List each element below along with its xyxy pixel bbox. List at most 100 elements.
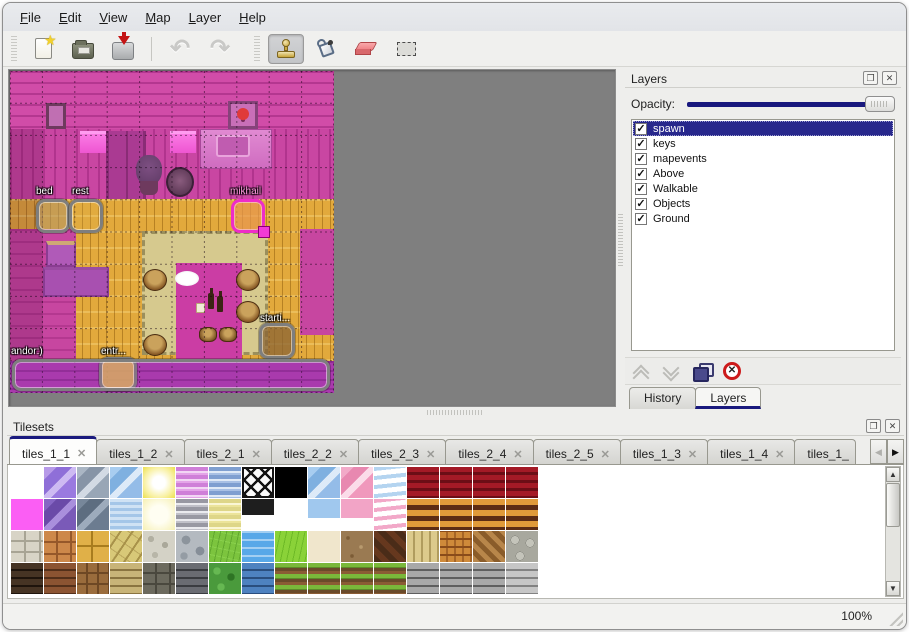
tile-tileBrown[interactable] [77, 563, 109, 594]
tile-glassPink[interactable] [341, 467, 373, 498]
layer-row-spawn[interactable]: ✓ spawn [633, 121, 893, 136]
tileset-tab-tiles_2_1[interactable]: tiles_2_1 ✕ [183, 439, 272, 464]
tile-plaque[interactable] [242, 499, 274, 530]
tile-crops[interactable] [374, 563, 406, 594]
map-canvas[interactable]: bed rest mikhail starti... andor:) entr... [8, 69, 616, 407]
tile-stripeBlue[interactable] [209, 467, 241, 498]
tile-brickGray2[interactable] [473, 563, 505, 594]
scroll-up-icon[interactable]: ▲ [886, 467, 900, 482]
tile-tileGold[interactable] [77, 531, 109, 562]
tile-crops[interactable] [275, 563, 307, 594]
duplicate-layer-icon[interactable] [693, 363, 714, 382]
horizontal-splitter[interactable] [7, 407, 904, 417]
tile-stoneGray[interactable] [11, 531, 43, 562]
tile-black[interactable] [275, 467, 307, 498]
tile-glassBlueSm[interactable] [308, 499, 340, 530]
tile-stoneDark[interactable] [143, 563, 175, 594]
tile-glowPale[interactable] [143, 499, 175, 530]
close-tab-icon[interactable]: ✕ [687, 448, 698, 461]
tile-stripeGray[interactable] [176, 499, 208, 530]
tile-glassPurpleDk[interactable] [44, 499, 76, 530]
tile-rocks[interactable] [176, 531, 208, 562]
bucket-fill-button[interactable] [308, 34, 344, 64]
tab-scroll-left-icon[interactable]: ◀ [870, 439, 887, 464]
menu-item-layer[interactable]: Layer [188, 9, 222, 25]
stamp-tool-button[interactable] [268, 33, 304, 64]
tile-crops[interactable] [341, 563, 373, 594]
float-panel-icon[interactable]: ❐ [863, 71, 878, 85]
layer-row-keys[interactable]: ✓ keys [633, 136, 893, 151]
close-tab-icon[interactable]: ✕ [251, 448, 261, 461]
tileset-tab-tiles_1_[interactable]: tiles_1_ [794, 439, 857, 464]
tile-waterLight[interactable] [110, 499, 142, 530]
object-resize-handle[interactable] [258, 226, 270, 238]
tileset-tab-tiles_2_3[interactable]: tiles_2_3 ✕ [358, 439, 447, 464]
menu-item-edit[interactable]: Edit [58, 9, 82, 25]
tile-glassBlue[interactable] [110, 467, 142, 498]
tab-history[interactable]: History [629, 387, 697, 409]
rect-select-button[interactable] [388, 34, 424, 64]
tile-grassBright[interactable] [275, 531, 307, 562]
tile-brickGray3[interactable] [506, 563, 538, 594]
map-object-bottom-zone[interactable] [12, 359, 330, 391]
new-file-button[interactable]: ★ [25, 32, 61, 64]
tileset-tab-tiles_1_4[interactable]: tiles_1_4 ✕ [707, 439, 796, 464]
save-file-button[interactable] [105, 31, 141, 64]
tile-redwall[interactable] [506, 467, 538, 498]
tile-brickTan[interactable] [110, 563, 142, 594]
tile-woodDark[interactable] [374, 531, 406, 562]
tile-redwall[interactable] [473, 467, 505, 498]
tileset-tab-tiles_2_4[interactable]: tiles_2_4 ✕ [445, 439, 534, 464]
layer-row-Above[interactable]: ✓ Above [633, 166, 893, 181]
vertical-splitter[interactable] [616, 69, 625, 407]
close-tab-icon[interactable]: ✕ [600, 448, 610, 461]
open-file-button[interactable] [65, 34, 101, 64]
menu-item-map[interactable]: Map [145, 9, 171, 25]
tile-waterBlue[interactable] [242, 531, 274, 562]
layer-row-Ground[interactable]: ✓ Ground [633, 211, 893, 226]
map-object-start[interactable] [259, 323, 295, 359]
resize-grip-icon[interactable] [887, 610, 903, 626]
tile-planksLight[interactable] [407, 531, 439, 562]
close-panel-icon[interactable]: ✕ [882, 71, 897, 85]
layer-visibility-checkbox[interactable]: ✓ [635, 197, 647, 210]
tile-glassGray[interactable] [77, 467, 109, 498]
redo-button[interactable]: ↷ [202, 34, 238, 64]
tile-lattice[interactable] [242, 467, 274, 498]
close-tab-icon[interactable]: ✕ [338, 448, 349, 461]
eraser-button[interactable] [348, 34, 384, 64]
tile-brickBlue[interactable] [242, 563, 274, 594]
tile-glassPurple[interactable] [44, 467, 76, 498]
tile-stoneOrange[interactable] [44, 531, 76, 562]
delete-layer-icon[interactable]: ✕ [723, 362, 741, 380]
tile-stoneTan[interactable] [110, 531, 142, 562]
tileset-tab-tiles_1_1[interactable]: tiles_1_1 ✕ [9, 436, 98, 464]
layer-visibility-checkbox[interactable]: ✓ [635, 137, 647, 150]
tile-brickGray2[interactable] [407, 563, 439, 594]
layer-row-Objects[interactable]: ✓ Objects [633, 196, 893, 211]
tile-crops[interactable] [308, 563, 340, 594]
tileset-tab-tiles_2_2[interactable]: tiles_2_2 ✕ [270, 439, 360, 464]
menu-item-view[interactable]: View [99, 9, 128, 25]
scrollbar-thumb[interactable] [886, 483, 900, 527]
undo-button[interactable]: ↶ [162, 34, 198, 64]
tile-brickDark[interactable] [11, 563, 43, 594]
layer-visibility-checkbox[interactable]: ✓ [635, 122, 647, 135]
tools-drag-handle[interactable] [254, 35, 260, 62]
tile-glassGrayDk[interactable] [77, 499, 109, 530]
menu-item-file[interactable]: File [20, 9, 41, 25]
map-object-bed[interactable] [36, 199, 70, 233]
tile-pebble[interactable] [143, 531, 175, 562]
tile-drapePink[interactable] [374, 499, 406, 530]
close-tab-icon[interactable]: ✕ [164, 448, 174, 461]
layer-visibility-checkbox[interactable]: ✓ [635, 212, 647, 225]
close-tab-icon[interactable]: ✕ [77, 448, 87, 460]
map-object-entrance[interactable] [99, 357, 137, 391]
tile-brickBrown[interactable] [44, 563, 76, 594]
tileset-scrollbar[interactable]: ▲ ▼ [885, 466, 901, 597]
map-object-mikhail[interactable] [231, 199, 270, 238]
tile-hedge[interactable] [209, 563, 241, 594]
tile-redwall[interactable] [407, 467, 439, 498]
tile-glowYellow[interactable] [143, 467, 175, 498]
close-tab-icon[interactable]: ✕ [426, 448, 436, 461]
